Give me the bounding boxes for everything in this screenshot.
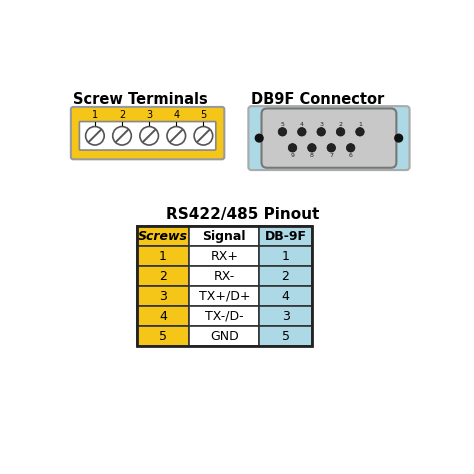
FancyBboxPatch shape [262,109,396,168]
FancyBboxPatch shape [71,107,224,159]
Circle shape [278,128,287,136]
FancyBboxPatch shape [190,306,259,327]
FancyBboxPatch shape [259,286,312,306]
FancyBboxPatch shape [190,286,259,306]
Circle shape [308,144,316,152]
FancyBboxPatch shape [259,246,312,266]
FancyBboxPatch shape [137,246,190,266]
Text: TX+/D+: TX+/D+ [199,290,250,303]
FancyBboxPatch shape [190,226,259,246]
Text: Screws: Screws [138,230,188,243]
Circle shape [194,127,213,145]
Circle shape [167,127,186,145]
Text: 3: 3 [146,110,152,120]
Text: 1: 1 [358,122,362,127]
FancyBboxPatch shape [190,266,259,286]
Text: DB-9F: DB-9F [264,230,307,243]
FancyBboxPatch shape [248,106,410,170]
Circle shape [113,127,131,145]
Text: 3: 3 [159,290,167,303]
Circle shape [140,127,158,145]
Circle shape [255,134,263,142]
FancyBboxPatch shape [137,327,190,346]
Text: Screw Terminals: Screw Terminals [73,91,208,107]
Text: 6: 6 [349,153,353,158]
Text: 1: 1 [92,110,98,120]
Text: RX+: RX+ [210,250,238,263]
Text: 5: 5 [201,110,207,120]
FancyBboxPatch shape [190,327,259,346]
Text: TX-/D-: TX-/D- [205,310,244,323]
Text: RS422/485 Pinout: RS422/485 Pinout [166,207,319,222]
Text: 4: 4 [159,310,167,323]
FancyBboxPatch shape [137,306,190,327]
Text: Signal: Signal [202,230,246,243]
FancyBboxPatch shape [137,266,190,286]
Circle shape [356,128,364,136]
Circle shape [288,144,297,152]
Text: 9: 9 [291,153,294,158]
Circle shape [298,128,306,136]
Text: 2: 2 [282,270,290,283]
FancyBboxPatch shape [137,226,190,246]
FancyBboxPatch shape [259,266,312,286]
Circle shape [327,144,336,152]
Text: 4: 4 [282,290,290,303]
FancyBboxPatch shape [80,121,216,150]
FancyBboxPatch shape [190,246,259,266]
Text: 2: 2 [159,270,167,283]
Text: DB9F Connector: DB9F Connector [251,91,385,107]
Text: 3: 3 [319,122,323,127]
Text: RX-: RX- [214,270,235,283]
FancyBboxPatch shape [259,327,312,346]
Text: 1: 1 [159,250,167,263]
Circle shape [337,128,345,136]
Text: 3: 3 [282,310,290,323]
Text: 7: 7 [329,153,333,158]
Circle shape [317,128,326,136]
FancyBboxPatch shape [259,226,312,246]
Text: 2: 2 [338,122,343,127]
Circle shape [395,134,402,142]
Text: 5: 5 [281,122,284,127]
Text: 8: 8 [310,153,314,158]
Text: GND: GND [210,330,239,343]
FancyBboxPatch shape [137,286,190,306]
Text: 5: 5 [159,330,167,343]
Text: 5: 5 [282,330,290,343]
Circle shape [346,144,355,152]
Text: 4: 4 [300,122,304,127]
Circle shape [86,127,104,145]
FancyBboxPatch shape [259,306,312,327]
Text: 4: 4 [173,110,179,120]
Text: 2: 2 [119,110,125,120]
Text: 1: 1 [282,250,290,263]
